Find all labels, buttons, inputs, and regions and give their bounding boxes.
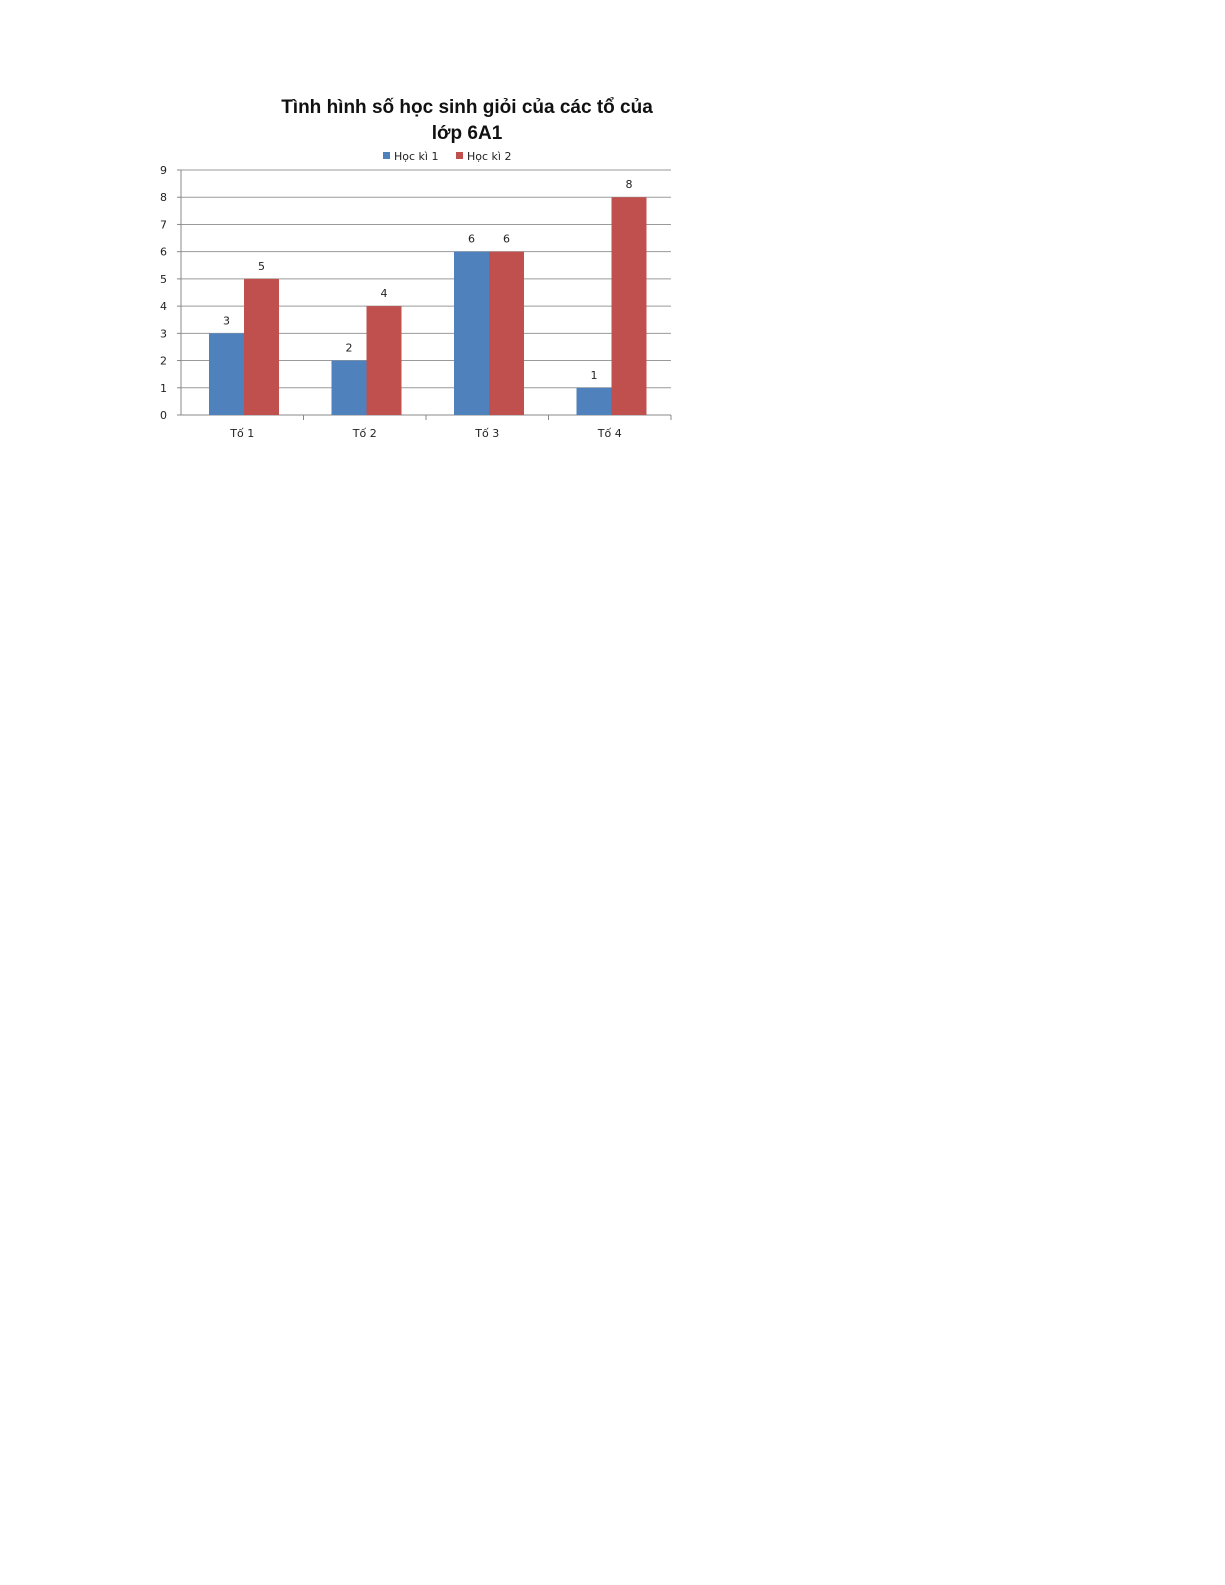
data-label: 3 bbox=[223, 314, 230, 327]
x-tick-label: Tố 4 bbox=[597, 427, 622, 440]
chart-title-line-1: Tình hình số học sinh giỏi của các tổ củ… bbox=[281, 97, 653, 118]
data-label: 1 bbox=[591, 369, 598, 382]
data-label: 4 bbox=[381, 287, 388, 300]
data-label: 6 bbox=[468, 233, 475, 246]
y-tick-label: 4 bbox=[160, 300, 167, 313]
bar-1-1 bbox=[209, 333, 244, 415]
data-label: 2 bbox=[346, 342, 353, 355]
chart-title-line-2: lớp 6A1 bbox=[432, 123, 503, 144]
y-tick-label: 1 bbox=[160, 382, 167, 395]
data-label: 5 bbox=[258, 260, 265, 273]
data-label: 8 bbox=[626, 178, 633, 191]
y-tick-label: 9 bbox=[160, 164, 167, 177]
legend-label: Học kì 2 bbox=[467, 150, 511, 163]
legend-label: Học kì 1 bbox=[394, 150, 438, 163]
y-tick-label: 3 bbox=[160, 327, 167, 340]
x-tick-label: Tố 2 bbox=[352, 427, 377, 440]
bar-2-1 bbox=[244, 278, 279, 415]
y-tick-label: 5 bbox=[160, 273, 167, 286]
bar-1-4 bbox=[576, 387, 612, 415]
y-tick-label: 2 bbox=[160, 355, 167, 368]
y-tick-label: 6 bbox=[160, 246, 167, 259]
y-tick-label: 7 bbox=[160, 218, 167, 231]
bar-2-3 bbox=[489, 251, 524, 415]
legend-swatch-1 bbox=[383, 152, 390, 159]
bar-2-2 bbox=[366, 306, 402, 415]
y-tick-label: 0 bbox=[160, 409, 167, 422]
x-tick-label: Tố 3 bbox=[474, 427, 499, 440]
bar-2-4 bbox=[611, 197, 647, 415]
bar-1-2 bbox=[331, 360, 367, 415]
data-label: 6 bbox=[503, 233, 510, 246]
x-tick-label: Tố 1 bbox=[229, 427, 254, 440]
y-tick-label: 8 bbox=[160, 191, 167, 204]
legend-swatch-2 bbox=[456, 152, 463, 159]
bar-1-3 bbox=[454, 251, 489, 415]
